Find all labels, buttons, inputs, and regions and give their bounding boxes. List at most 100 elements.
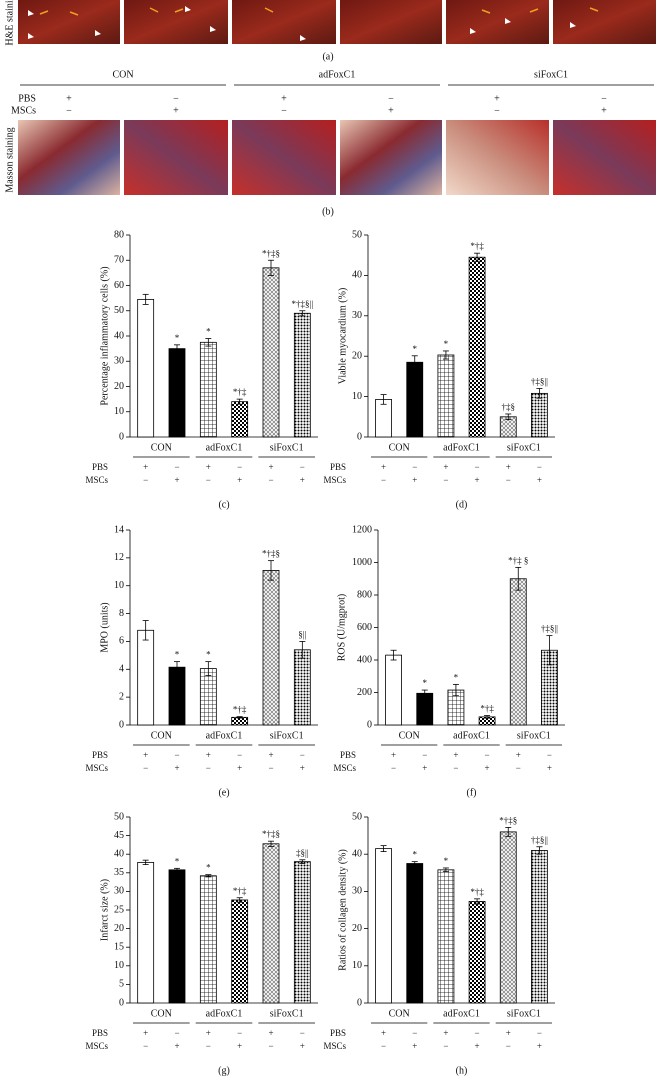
bar: [437, 354, 455, 438]
row-sign: −: [391, 763, 396, 773]
row-sign: −: [66, 105, 72, 116]
group-label: siFoxC1: [270, 442, 304, 453]
significance-label: *†‡: [470, 241, 484, 251]
row-label: MSCs: [85, 763, 108, 773]
significance-label: *: [413, 344, 418, 354]
bar: [262, 843, 280, 1004]
group-label: CON: [151, 1008, 172, 1019]
row-sign: −: [237, 750, 242, 760]
row-sign: −: [485, 750, 490, 760]
row-sign: −: [300, 462, 305, 472]
bar: [406, 863, 424, 1004]
row-sign: +: [537, 1041, 542, 1051]
row-sign: −: [143, 763, 148, 773]
y-tick-label: 2: [119, 691, 124, 702]
y-tick-label: 0: [357, 431, 362, 442]
row-sign: −: [443, 475, 448, 485]
y-tick-label: 4: [119, 664, 124, 675]
group-label: siFoxC1: [270, 730, 304, 741]
group-label: CON: [399, 730, 420, 741]
histology-image: [553, 120, 656, 195]
group-label: adFoxC1: [443, 1008, 480, 1019]
row-sign: +: [268, 750, 273, 760]
significance-label: *: [175, 856, 180, 866]
row-sign: +: [475, 475, 480, 485]
row-sign: +: [174, 1041, 179, 1051]
significance-label: *: [454, 672, 459, 682]
row-sign: +: [268, 462, 273, 472]
y-tick-label: 50: [352, 811, 362, 822]
group-label: siFoxC1: [507, 442, 541, 453]
row-sign: +: [494, 93, 500, 104]
row-sign: +: [506, 1028, 511, 1038]
row-sign: −: [381, 1041, 386, 1051]
group-label: CON: [389, 442, 410, 453]
row-sign: −: [506, 475, 511, 485]
row-label: MSCs: [85, 1041, 108, 1051]
bar: [231, 899, 249, 1004]
significance-label: *: [413, 850, 418, 860]
row-sign: −: [143, 475, 148, 485]
y-tick-label: 80: [114, 229, 124, 240]
row-sign: +: [391, 750, 396, 760]
row-sign: −: [237, 1028, 242, 1038]
significance-label: §||: [298, 629, 306, 639]
significance-label: ‡§||: [296, 848, 309, 858]
row-sign: −: [547, 750, 552, 760]
histology-image: [18, 120, 120, 195]
significance-label: *: [206, 327, 211, 337]
y-tick-label: 70: [114, 255, 124, 266]
row-label: MSCs: [323, 1041, 346, 1051]
bar: [531, 392, 548, 438]
row-sign: +: [174, 763, 179, 773]
row-sign: +: [485, 763, 490, 773]
bar: [416, 692, 434, 726]
group-label: CON: [112, 69, 133, 80]
row-label: PBS: [92, 1028, 108, 1038]
bar: [199, 341, 217, 438]
group-label: adFoxC1: [206, 730, 243, 741]
row-label: MSCs: [85, 475, 108, 485]
bar: [293, 312, 311, 438]
group-label: adFoxC1: [206, 1008, 243, 1019]
row-label: MSCs: [323, 475, 346, 485]
significance-label: *†‡: [480, 704, 494, 714]
row-sign: +: [537, 475, 542, 485]
row-sign: −: [475, 1028, 480, 1038]
group-label: adFoxC1: [206, 442, 243, 453]
row-sign: −: [537, 462, 542, 472]
significance-label: *: [206, 650, 211, 660]
group-label: siFoxC1: [507, 1008, 541, 1019]
significance-label: †‡§||: [531, 377, 548, 387]
significance-label: *†‡§: [262, 549, 280, 559]
row-sign: +: [143, 462, 148, 472]
y-tick-label: 6: [119, 636, 124, 647]
y-axis-label: Viable myocardium (%): [337, 288, 348, 385]
row-sign: −: [388, 93, 394, 104]
row-sign: +: [143, 750, 148, 760]
bar: [137, 298, 155, 438]
y-tick-label: 60: [114, 280, 124, 291]
row-sign: −: [300, 1028, 305, 1038]
histology-image: [553, 0, 656, 44]
bar: [137, 861, 155, 1004]
row-label: PBS: [330, 462, 346, 472]
bar: [199, 875, 217, 1004]
y-tick-label: 30: [352, 310, 362, 321]
y-tick-label: 12: [114, 552, 124, 563]
significance-label: *†‡ §: [508, 555, 528, 565]
y-tick-label: 0: [367, 719, 372, 730]
row-sign: +: [268, 1028, 273, 1038]
histology-image: [232, 0, 336, 44]
row-sign: +: [237, 763, 242, 773]
group-label: adFoxC1: [443, 442, 480, 453]
significance-label: †‡§||: [531, 835, 548, 845]
y-tick-label: 50: [114, 305, 124, 316]
y-tick-label: 0: [119, 997, 124, 1008]
histology-image: [124, 0, 228, 44]
y-tick-label: 10: [114, 406, 124, 417]
y-tick-label: 50: [114, 811, 124, 822]
bar: [293, 861, 311, 1004]
panel-b-row-label: Masson staining: [4, 127, 15, 192]
bar: [406, 361, 424, 438]
